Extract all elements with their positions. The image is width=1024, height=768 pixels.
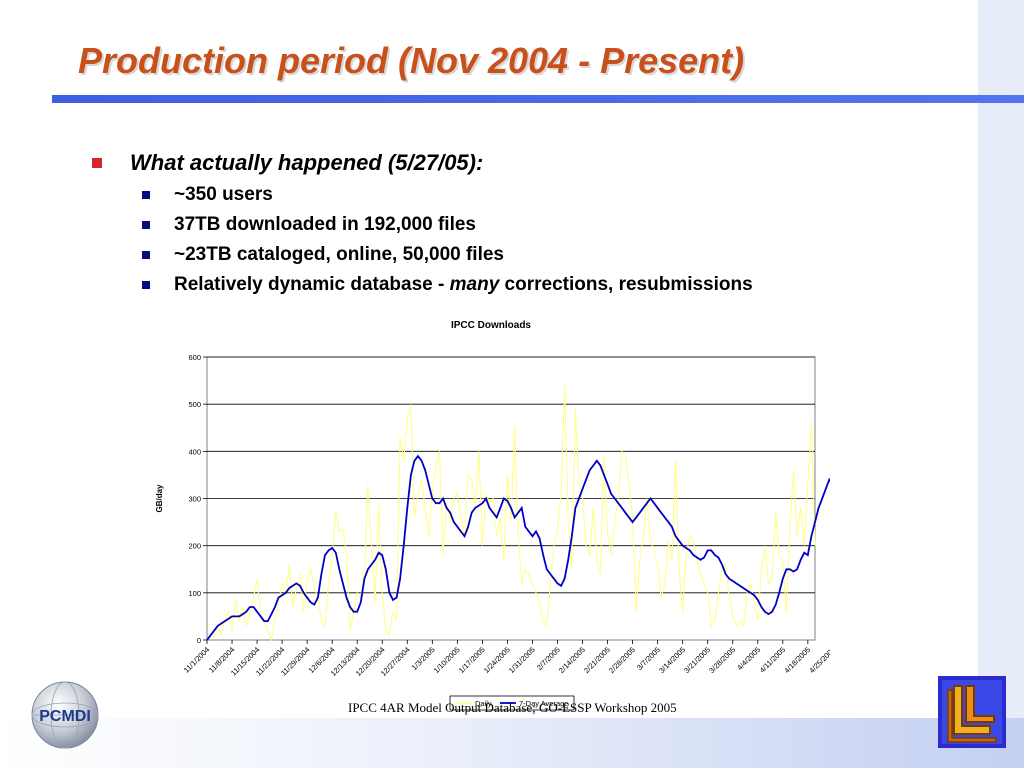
y-tick-label: 300: [188, 495, 201, 504]
sub-bullet-cataloged: ~23TB cataloged, online, 50,000 files: [142, 240, 753, 270]
y-tick-label: 500: [188, 400, 201, 409]
x-tick-label: 4/25/2005: [807, 645, 830, 675]
x-tick-label: 1/24/2005: [482, 645, 512, 675]
sub-bullet-text: 37TB downloaded in 192,000 files: [174, 214, 476, 235]
x-tick-label: 1/10/2005: [432, 645, 462, 675]
sub-bullet-text-after: corrections, resubmissions: [499, 274, 753, 295]
legend-label: 7-Day Average: [519, 699, 568, 708]
x-tick-label: 4/18/2005: [782, 645, 812, 675]
blue-square-bullet-icon: [142, 251, 150, 259]
x-tick-label: 2/21/2005: [582, 645, 612, 675]
pcmdi-logo-text: PCMDI: [39, 708, 91, 725]
y-axis-label: GB/day: [155, 484, 164, 513]
x-tick-label: 11/1/2004: [182, 645, 212, 675]
main-bullet-text: What actually happened (5/27/05):: [130, 150, 484, 175]
llnl-logo: [938, 676, 1006, 753]
main-bullet: What actually happened (5/27/05):: [90, 146, 753, 180]
x-tick-label: 1/31/2005: [507, 645, 537, 675]
x-tick-label: 3/28/2005: [707, 645, 737, 675]
blue-square-bullet-icon: [142, 281, 150, 289]
sub-bullet-dynamic: Relatively dynamic database - many corre…: [142, 270, 753, 300]
sub-bullet-text: ~23TB cataloged, online, 50,000 files: [174, 244, 504, 265]
pcmdi-logo: PCMDI: [20, 680, 110, 755]
blue-square-bullet-icon: [142, 191, 150, 199]
y-tick-label: 600: [188, 353, 201, 362]
sub-bullet-text-before: Relatively dynamic database -: [174, 274, 450, 295]
legend-label: Daily: [475, 699, 492, 708]
y-tick-label: 200: [188, 542, 201, 551]
y-tick-label: 0: [197, 636, 201, 645]
downloads-chart-svg: IPCC Downloads 0 100 200 300 400 500 600 GB/day 1…: [155, 320, 937, 711]
red-square-bullet-icon: [92, 158, 102, 168]
y-tick-label: 100: [188, 589, 201, 598]
title-underline-rule: [52, 95, 1024, 103]
x-tick-label: 2/14/2005: [557, 645, 587, 675]
x-tick-label: 3/21/2005: [682, 645, 712, 675]
sub-bullet-text-emphasis: many: [449, 274, 500, 295]
bullet-list: What actually happened (5/27/05): ~350 u…: [90, 146, 753, 300]
sub-bullet-text: Relatively dynamic database - many corre…: [174, 274, 753, 296]
slide-title: Production period (Nov 2004 - Present): [78, 40, 745, 81]
sub-bullet-downloaded: 37TB downloaded in 192,000 files: [142, 210, 753, 240]
chart-title: IPCC Downloads: [451, 320, 531, 331]
sub-bullet-users: ~350 users: [142, 180, 753, 210]
series-line-7day-average: [206, 454, 838, 641]
x-tick-label: 1/17/2005: [457, 645, 487, 675]
bottom-decor-band: [0, 718, 1024, 768]
slide-footer: IPCC 4AR Model Output Database; GO-ESSP …: [348, 700, 677, 715]
series-line-daily: [206, 385, 816, 642]
blue-square-bullet-icon: [142, 221, 150, 229]
sub-bullet-text: ~350 users: [174, 184, 273, 205]
downloads-chart: IPCC Downloads 0 100 200 300 400 500 600 GB/day 1…: [150, 314, 937, 714]
right-decor-band: [978, 0, 1024, 768]
x-tick-label: 3/14/2005: [657, 645, 687, 675]
y-tick-label: 400: [188, 447, 201, 456]
x-tick-label: 2/28/2005: [607, 645, 637, 675]
